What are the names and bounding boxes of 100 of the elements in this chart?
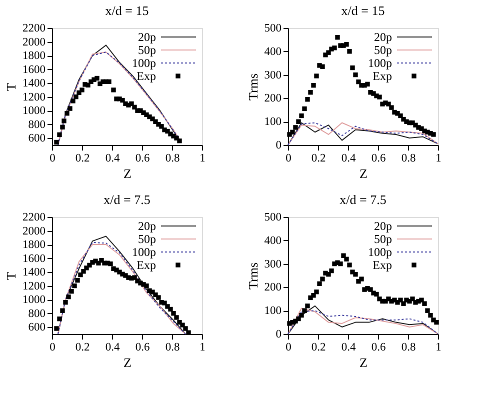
point: [299, 113, 304, 118]
point: [374, 292, 379, 297]
point: [156, 295, 161, 300]
y-tick-label: 500: [264, 212, 282, 224]
point: [290, 130, 295, 134]
legend-label: 50p: [374, 232, 392, 246]
point: [72, 283, 77, 288]
point: [332, 46, 337, 50]
point: [296, 316, 301, 322]
y-tick-label: 200: [264, 92, 282, 105]
chart-title: x/d = 7.5: [104, 192, 150, 207]
x-tick-label: 0: [50, 342, 56, 354]
point: [63, 300, 68, 305]
point: [311, 82, 316, 88]
legend-label: 20p: [374, 219, 392, 233]
legend-label: 50p: [138, 43, 156, 57]
point: [305, 304, 310, 308]
point: [356, 79, 361, 84]
point: [353, 272, 358, 277]
point: [314, 74, 319, 78]
point: [111, 88, 116, 92]
point: [425, 308, 430, 313]
legend-label: 20p: [138, 219, 156, 233]
point: [305, 97, 310, 102]
legend-label: 20p: [138, 30, 156, 44]
point: [70, 98, 76, 104]
x-axis-title: Z: [124, 355, 132, 370]
point: [428, 312, 433, 318]
legend-label: Exp: [372, 258, 392, 272]
x-tick-label: 1: [200, 152, 206, 164]
y-tick-label: 2200: [22, 212, 46, 224]
point: [66, 294, 71, 300]
y-tick-label: 400: [264, 46, 282, 58]
point: [344, 42, 349, 47]
point: [174, 315, 179, 320]
y-tick-label: 0: [276, 328, 282, 340]
point: [80, 88, 84, 92]
point: [64, 110, 70, 116]
y-tick-label: 800: [28, 118, 46, 131]
x-tick-label: 0.2: [75, 342, 90, 354]
point: [320, 276, 325, 282]
y-axis-title: T: [4, 82, 18, 91]
x-tick-label: 0.6: [135, 152, 150, 164]
legend-label: 50p: [374, 43, 392, 57]
y-tick-label: 600: [28, 322, 46, 334]
y-tick-label: 0: [276, 140, 282, 152]
y-axis-title: T: [4, 272, 18, 280]
point: [308, 90, 313, 95]
point: [57, 132, 62, 138]
x-tick-label: 0.6: [371, 152, 386, 164]
x-tick-label: 1: [200, 342, 206, 354]
point: [311, 293, 316, 298]
point: [129, 101, 134, 106]
point: [54, 140, 59, 145]
point: [168, 306, 173, 312]
y-tick-label: 1600: [22, 64, 46, 76]
point: [60, 124, 65, 130]
x-tick-label: 0.4: [341, 152, 356, 164]
x-axis-title: Z: [360, 166, 368, 181]
chart-title: x/d = 15: [105, 3, 149, 18]
point: [75, 278, 80, 283]
x-axis-title: Z: [124, 166, 132, 181]
y-tick-label: 1200: [22, 91, 46, 104]
point: [338, 261, 343, 266]
point: [422, 301, 427, 306]
point: [347, 262, 352, 268]
point: [350, 65, 355, 70]
point: [326, 272, 331, 277]
y-axis-title: Trms: [245, 74, 260, 100]
legend-label: Exp: [372, 69, 392, 83]
legend-label: 100p: [132, 245, 156, 259]
y-tick-label: 300: [264, 69, 282, 82]
legend-label: 100p: [368, 56, 392, 70]
point: [353, 72, 358, 78]
y-axis-title: Trms: [245, 262, 260, 290]
x-tick-label: 0: [50, 152, 56, 164]
y-tick-label: 2000: [22, 36, 46, 48]
x-tick-label: 0: [286, 342, 292, 354]
y-tick-label: 800: [28, 308, 46, 320]
x-tick-label: 0.4: [341, 342, 356, 354]
legend-label: 20p: [374, 30, 392, 44]
point: [120, 98, 125, 103]
point: [317, 281, 322, 286]
point: [314, 290, 319, 294]
y-tick-label: 1200: [22, 280, 46, 292]
legend-label: Exp: [136, 258, 156, 272]
point: [106, 79, 112, 84]
y-tick-label: 1000: [22, 294, 46, 306]
x-tick-label: 0.6: [371, 342, 386, 354]
y-tick-label: 400: [264, 234, 282, 247]
x-tick-label: 0.8: [165, 342, 180, 354]
point: [431, 132, 436, 137]
point: [144, 283, 149, 288]
point: [344, 256, 349, 262]
chart-title: x/d = 7.5: [340, 192, 386, 207]
y-tick-label: 100: [264, 305, 282, 318]
point: [434, 320, 439, 325]
point: [320, 64, 325, 69]
point: [62, 118, 66, 124]
y-tick-label: 1400: [22, 266, 46, 279]
